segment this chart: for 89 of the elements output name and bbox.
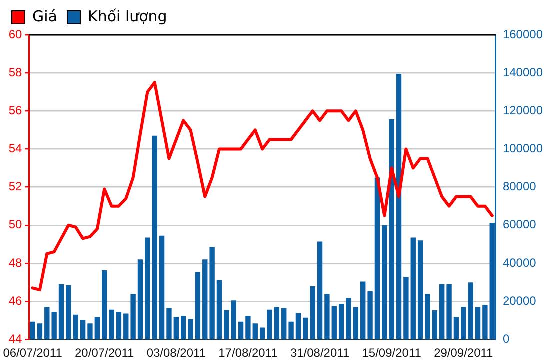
bar: [66, 285, 72, 340]
x-tick-label: 06/07/2011: [3, 346, 63, 360]
bar: [353, 307, 359, 340]
y-tick-label: 46: [8, 294, 23, 308]
x-tick-label: 29/09/2011: [434, 346, 494, 360]
bar: [138, 260, 144, 340]
bar: [454, 316, 460, 340]
bar: [188, 319, 194, 340]
bar: [404, 276, 409, 340]
bar: [368, 291, 373, 340]
bar: [252, 324, 258, 340]
bar: [274, 307, 280, 340]
y2-tick-label: 0: [502, 332, 510, 346]
bar: [338, 304, 344, 340]
bar: [116, 312, 122, 340]
bar: [224, 310, 230, 340]
bar: [174, 316, 179, 340]
bar: [482, 304, 488, 340]
bar: [440, 284, 445, 340]
bar: [346, 298, 352, 340]
bar: [382, 225, 388, 340]
bar: [461, 307, 466, 340]
x-tick-label: 31/08/2011: [290, 346, 350, 360]
bar: [246, 316, 251, 340]
bar: [195, 272, 201, 340]
bar: [432, 310, 438, 340]
x-tick-label: 03/08/2011: [146, 346, 206, 360]
bar: [360, 282, 366, 340]
legend-label: Khối lượng: [88, 7, 168, 26]
x-tick-label: 17/08/2011: [218, 346, 278, 360]
bar: [267, 310, 272, 340]
bar: [44, 307, 50, 340]
bar: [94, 316, 100, 340]
bar: [418, 240, 424, 340]
bar: [159, 236, 165, 340]
bar: [216, 280, 222, 340]
legend-label: Giá: [32, 7, 58, 26]
bar: [145, 238, 150, 340]
y-tick-label: 50: [8, 218, 23, 232]
bar: [468, 282, 474, 340]
bar: [288, 322, 294, 340]
bar: [410, 238, 416, 340]
x-tick-label: 15/09/2011: [362, 346, 422, 360]
y-tick-label: 56: [8, 103, 23, 118]
bar: [260, 328, 266, 340]
bar: [475, 307, 481, 340]
y2-tick-label: 80000: [502, 180, 537, 194]
bar: [37, 324, 43, 340]
bar: [317, 242, 323, 340]
y-tick-label: 44: [8, 332, 23, 346]
bar: [102, 270, 108, 340]
bar: [52, 312, 57, 340]
bar: [166, 308, 172, 340]
bar: [282, 308, 287, 340]
bar: [88, 324, 93, 340]
y2-tick-label: 140000: [502, 65, 544, 80]
y2-tick-label: 20000: [502, 294, 537, 308]
bar: [389, 120, 394, 340]
bar: [231, 300, 236, 340]
y2-tick-label: 100000: [502, 142, 544, 156]
bar: [130, 294, 136, 340]
bar: [152, 136, 158, 340]
y2-tick-label: 160000: [502, 27, 544, 42]
y-tick-label: 52: [8, 180, 23, 194]
y2-tick-label: 60000: [502, 218, 537, 232]
x-tick-label: 20/07/2011: [75, 346, 134, 360]
bar: [210, 247, 215, 340]
y-tick-label: 54: [8, 142, 23, 156]
bar: [73, 314, 78, 340]
bar: [202, 260, 208, 340]
bar: [332, 306, 337, 340]
bar: [180, 316, 186, 340]
bar: [296, 313, 302, 340]
y-tick-label: 60: [8, 27, 23, 42]
bar: [58, 284, 64, 340]
y2-tick-label: 40000: [502, 256, 537, 270]
bar: [238, 322, 244, 340]
bar: [30, 322, 36, 340]
bar: [109, 310, 114, 340]
bar: [425, 294, 430, 340]
bar: [374, 178, 380, 340]
bar: [324, 294, 330, 340]
y-tick-label: 48: [8, 256, 23, 270]
bar: [396, 74, 402, 340]
bar: [80, 320, 86, 340]
bar: [124, 314, 129, 340]
y-tick-label: 58: [8, 65, 23, 80]
y2-tick-label: 120000: [502, 103, 544, 118]
bar: [446, 284, 452, 340]
